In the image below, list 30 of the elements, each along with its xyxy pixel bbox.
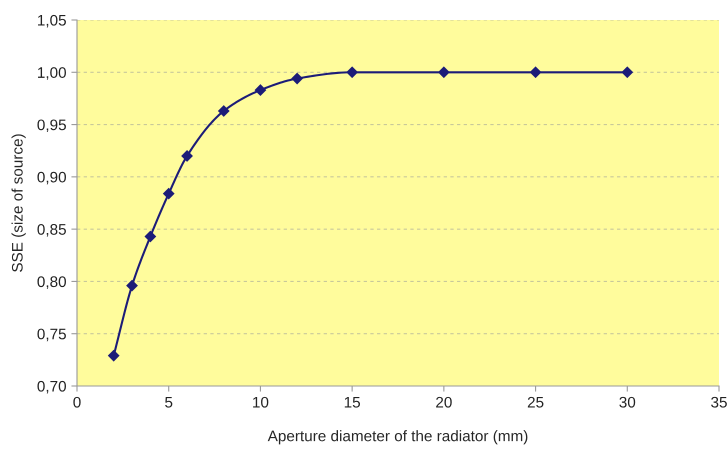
y-tick-label: 1,00: [38, 67, 66, 80]
y-tick-label: 0,80: [37, 276, 66, 289]
point: [163, 188, 174, 200]
x-tick-label: 25: [528, 396, 544, 408]
y-tick-label: 0,90: [37, 172, 66, 184]
y-tick-label: 0,70: [37, 380, 66, 394]
point: [530, 66, 542, 78]
x-tick-label: 10: [253, 396, 268, 408]
point: [108, 350, 120, 362]
point: [438, 66, 450, 78]
x-tick-label: 20: [436, 396, 452, 408]
x-tick-label: 5: [165, 396, 172, 408]
x-tick-label: 35: [711, 396, 727, 408]
point: [144, 230, 156, 242]
x-tick-label: 0: [73, 396, 81, 408]
y-tick-label: 0,85: [37, 224, 66, 237]
point: [126, 280, 138, 292]
y-tick-label: 1,05: [38, 14, 66, 28]
y-axis-title: SSE (size of source): [12, 134, 26, 272]
point: [622, 66, 633, 78]
x-tick-label: 30: [619, 396, 636, 408]
point: [218, 105, 230, 117]
point: [346, 66, 358, 78]
x-axis-title: Aperture diameter of the radiator (mm): [268, 430, 528, 444]
point: [292, 72, 303, 84]
x-tick-label: 15: [344, 396, 360, 408]
y-tick-label: 0,95: [37, 119, 66, 132]
point: [254, 84, 266, 96]
point: [181, 150, 193, 162]
y-tick-label: 0,75: [37, 328, 66, 342]
